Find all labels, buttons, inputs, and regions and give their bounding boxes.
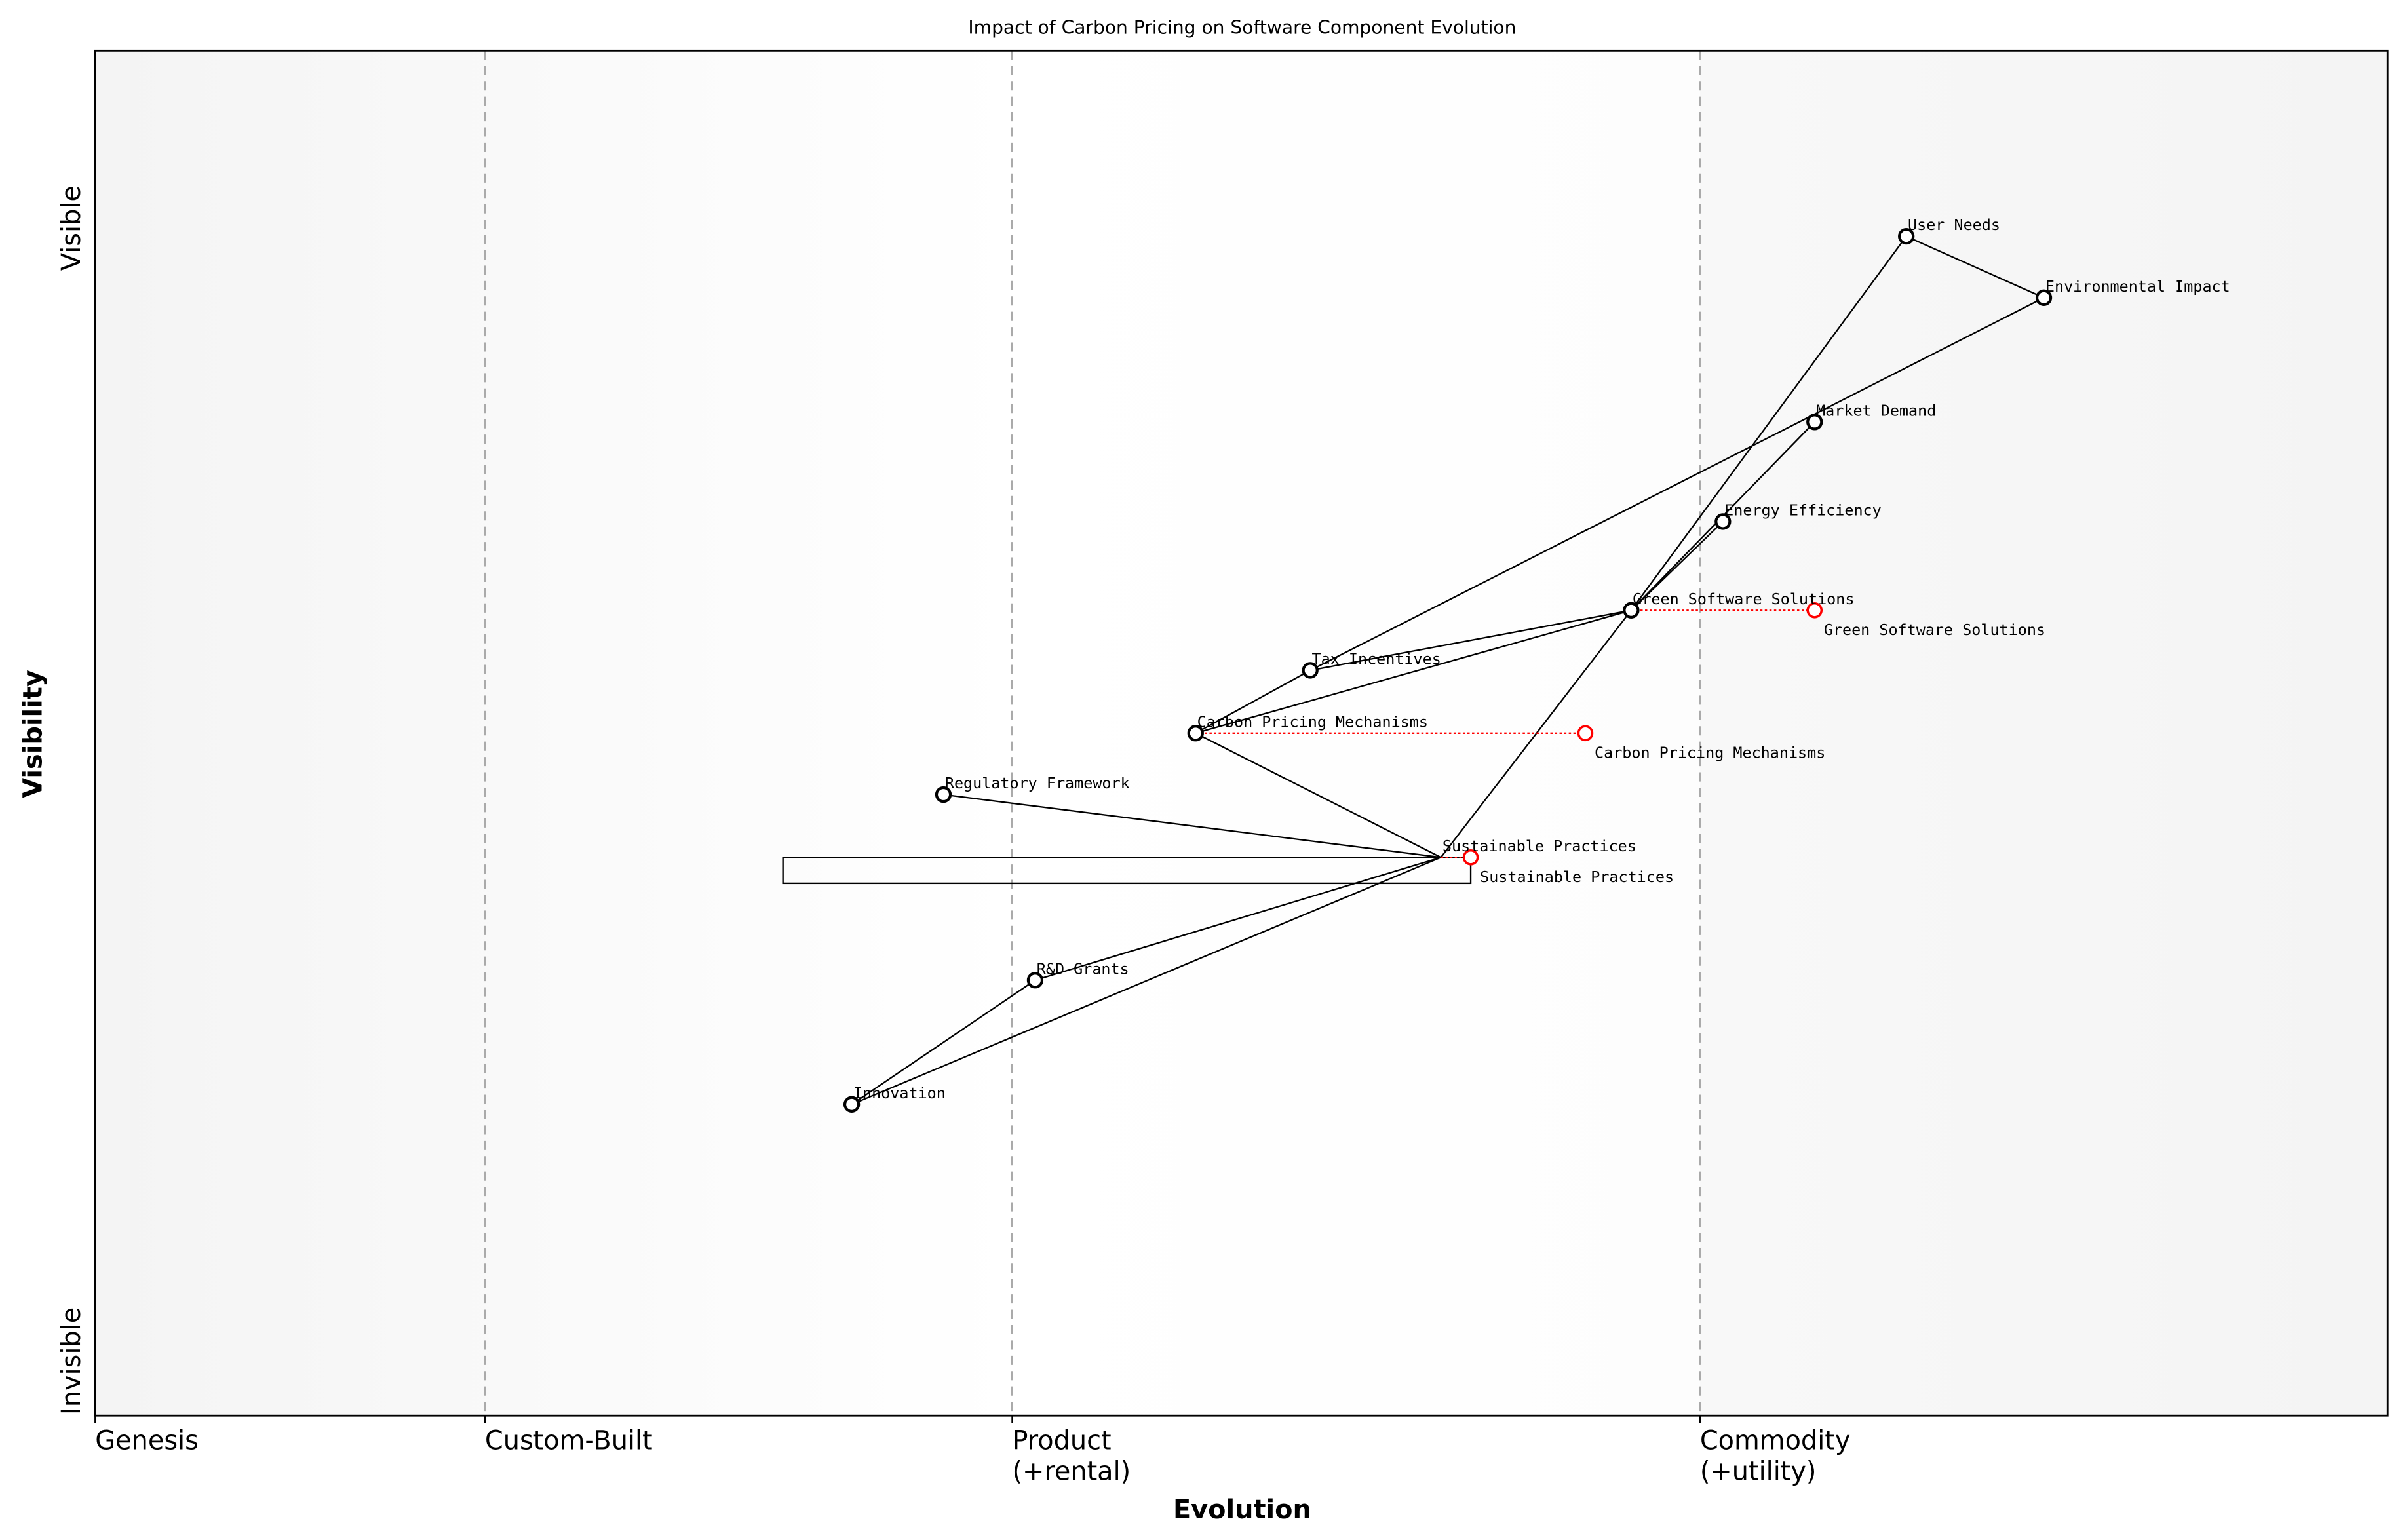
component-marker bbox=[1026, 972, 1044, 989]
dependency-link bbox=[851, 979, 1036, 1106]
component-marker bbox=[935, 786, 952, 803]
dependency-link bbox=[1195, 669, 1311, 734]
component-label: Carbon Pricing Mechanisms bbox=[1197, 712, 1428, 731]
chart-title: Impact of Carbon Pricing on Software Com… bbox=[968, 17, 1516, 39]
evolved-component-marker bbox=[1577, 725, 1594, 742]
x-tick-label: Product bbox=[1012, 1426, 1111, 1456]
annotation-box bbox=[782, 857, 1472, 885]
component-marker bbox=[1806, 414, 1823, 431]
y-tick-label: Invisible bbox=[56, 1307, 87, 1415]
x-tick-label: (+rental) bbox=[1012, 1457, 1131, 1487]
x-tick-label: (+utility) bbox=[1700, 1457, 1817, 1487]
component-label: User Needs bbox=[1908, 216, 2000, 234]
component-marker bbox=[843, 1096, 861, 1113]
dependency-link bbox=[1630, 235, 1907, 611]
evolved-component-marker bbox=[1806, 602, 1823, 619]
dependency-link bbox=[1035, 857, 1441, 981]
x-tick-label: Commodity bbox=[1700, 1426, 1851, 1456]
dependency-link bbox=[1631, 521, 1724, 611]
component-marker bbox=[1623, 602, 1640, 619]
dependency-link bbox=[1309, 297, 2045, 672]
x-tick-label: Custom-Built bbox=[485, 1426, 653, 1456]
dependency-link bbox=[943, 794, 1441, 858]
component-label: Environmental Impact bbox=[2045, 277, 2230, 296]
component-label: Green Software Solutions bbox=[1633, 590, 1854, 608]
component-marker bbox=[1187, 725, 1204, 742]
component-label: Market Demand bbox=[1816, 402, 1936, 420]
evolved-component-label: Green Software Solutions bbox=[1824, 621, 2045, 639]
component-label: Sustainable Practices bbox=[1442, 837, 1636, 855]
plot-frame bbox=[94, 49, 2389, 1417]
dependency-link bbox=[1195, 732, 1442, 858]
evolved-component-label: Sustainable Practices bbox=[1480, 868, 1674, 886]
dependency-link bbox=[1440, 609, 1632, 858]
dependency-link bbox=[851, 857, 1442, 1106]
component-marker bbox=[1302, 662, 1319, 679]
y-axis-label: Visibility bbox=[18, 670, 48, 798]
evolved-component-marker bbox=[1462, 849, 1479, 866]
y-tick-label: Visible bbox=[56, 185, 87, 271]
component-marker bbox=[1714, 513, 1732, 530]
component-marker bbox=[1898, 227, 1915, 245]
x-axis-label: Evolution bbox=[1173, 1495, 1311, 1525]
x-tick-label: Genesis bbox=[95, 1426, 199, 1456]
component-label: R&D Grants bbox=[1037, 959, 1129, 978]
plot-background bbox=[95, 50, 2388, 1416]
dependency-link bbox=[1309, 609, 1632, 672]
component-label: Innovation bbox=[853, 1084, 946, 1102]
evolved-component-label: Carbon Pricing Mechanisms bbox=[1595, 743, 1825, 761]
dependency-link bbox=[1195, 609, 1632, 734]
component-label: Regulatory Framework bbox=[945, 774, 1130, 792]
component-label: Tax Incentives bbox=[1312, 650, 1441, 668]
component-marker bbox=[2035, 289, 2053, 306]
dependency-link bbox=[1906, 235, 2045, 299]
component-label: Energy Efficiency bbox=[1724, 501, 1882, 520]
